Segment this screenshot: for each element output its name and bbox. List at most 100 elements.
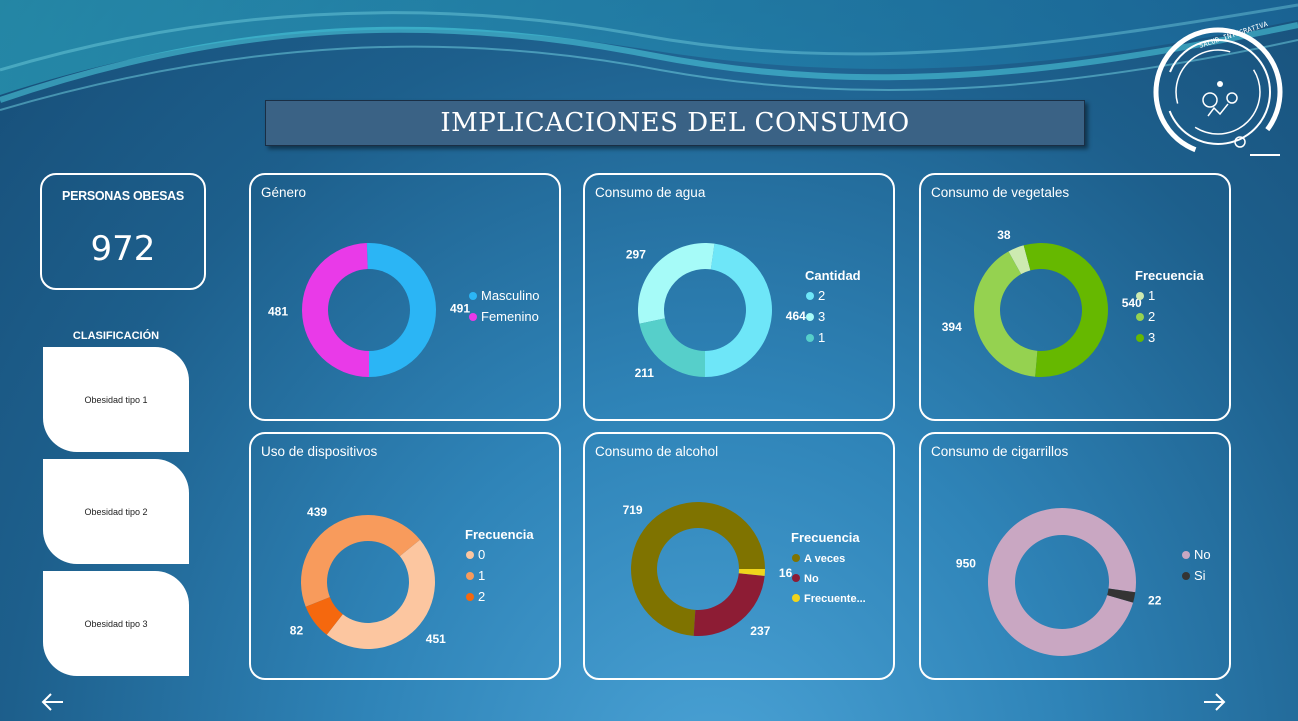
obesity-type-3-button[interactable]: Obesidad tipo 3 [43,571,189,676]
donut-slice-1[interactable] [639,318,705,377]
legend-title: Frecuencia [1135,268,1204,283]
obesity-type-1-button[interactable]: Obesidad tipo 1 [43,347,189,452]
legend-marker [1182,572,1190,580]
legend-item[interactable]: 3 [1148,330,1155,345]
donut-chart: 491 481 Masculino Femenino [268,243,540,377]
salud-integrativa-logo: SALUD INTEGRATIVA [1153,20,1283,157]
donut-slice-no[interactable] [988,508,1136,657]
chart-title: Género [261,185,307,200]
legend-item[interactable]: 1 [1148,288,1155,303]
legend-marker [792,574,800,582]
data-label: 950 [956,557,976,571]
chart-card-agua: Consumo de agua 464 297 211 Cantidad 2 3 1 [583,173,895,421]
data-label: 464 [786,309,806,323]
legend-marker [469,292,477,300]
obesity-type-2-button[interactable]: Obesidad tipo 2 [43,459,189,564]
chart-card-genero: Género 491 481 Masculino Femenino [249,173,561,421]
legend-title: Cantidad [805,268,861,283]
donut-chart: 719 237 16 Frecuencia A veces No Frecuente... [623,502,866,638]
data-label: 297 [626,248,646,262]
legend-marker [1136,292,1144,300]
donut-slice-si[interactable] [1107,588,1136,603]
donut-chart: 950 22 No Si [956,508,1211,657]
legend-marker [806,292,814,300]
data-label: 22 [1148,593,1162,607]
legend-item[interactable]: 1 [818,330,825,345]
donut-chart: 451 439 82 Frecuencia 0 1 2 [290,505,534,649]
legend-marker [792,554,800,562]
button-label: Obesidad tipo 2 [84,506,148,517]
legend-marker [466,572,474,580]
legend-marker [1136,334,1144,342]
donut-slice-no[interactable] [693,573,765,636]
donut-slice-1[interactable] [301,515,421,607]
donut-slice-masculino[interactable] [366,243,437,377]
chart-card-alcohol: Consumo de alcohol 719 237 16 Frecuencia A v… [583,432,895,680]
chart-title: Consumo de alcohol [595,444,719,459]
chart-card-dispositivos: Uso de dispositivos 451 439 82 Frecuencia 0 1… [249,432,561,680]
data-label: 38 [997,228,1011,242]
donut-slice-1[interactable] [1008,245,1031,275]
arrow-left-icon[interactable] [41,690,65,714]
donut-slice-0[interactable] [326,539,435,649]
legend-title: Frecuencia [791,530,860,545]
donut-chart: 464 297 211 Cantidad 2 3 1 [626,243,861,380]
kpi-value: 972 [90,229,156,269]
donut-slice-2[interactable] [974,251,1038,377]
data-label: 394 [942,320,962,334]
donut-slice-femenino[interactable] [302,243,369,377]
donut-slice-2[interactable] [705,243,772,377]
legend-marker [469,313,477,321]
legend-item[interactable]: Femenino [481,309,539,324]
donut-slice-2[interactable] [305,597,343,635]
data-label: 451 [426,632,446,646]
data-label: 481 [268,304,288,318]
legend-item[interactable]: No [804,573,819,585]
arrow-right-icon[interactable] [1202,690,1226,714]
page-title-banner: IMPLICACIONES DEL CONSUMO [265,100,1085,146]
legend-item[interactable]: A veces [804,553,845,565]
legend-item[interactable]: Frecuente... [804,593,866,605]
chart-title: Consumo de agua [595,185,706,200]
legend-marker [806,313,814,321]
data-label: 719 [623,503,643,517]
chart-card-vegetales: Consumo de vegetales 38 394 540 Frecuencia 1… [919,173,1231,421]
classification-heading: CLASIFICACIÓN [72,330,160,342]
button-label: Obesidad tipo 3 [84,618,148,629]
legend-item[interactable]: 2 [818,288,825,303]
data-label: 439 [307,505,327,519]
legend-item[interactable]: 2 [478,589,485,604]
data-label: 211 [635,366,655,380]
legend-marker [1136,313,1144,321]
button-label: Obesidad tipo 1 [84,394,148,405]
legend-title: Frecuencia [465,527,534,542]
data-label: 16 [779,566,793,580]
legend-item[interactable]: 2 [1148,309,1155,324]
legend-marker [466,593,474,601]
data-label: 491 [450,302,470,316]
legend-item[interactable]: 3 [818,309,825,324]
kpi-card: PERSONAS OBESAS 972 [40,173,206,290]
donut-slice-frecuente-[interactable] [738,569,765,576]
donut-slice-3[interactable] [638,243,715,324]
legend-marker [466,551,474,559]
donut-slice-a-veces[interactable] [631,502,765,636]
legend-item[interactable]: No [1194,547,1211,562]
legend-item[interactable]: 0 [478,547,485,562]
donut-chart: 38 394 540 Frecuencia 1 2 3 [942,228,1204,377]
chart-title: Uso de dispositivos [261,444,378,459]
chart-title: Consumo de cigarrillos [931,444,1069,459]
legend-item[interactable]: Si [1194,568,1206,583]
data-label: 540 [1122,296,1142,310]
legend-item[interactable]: Masculino [481,288,540,303]
kpi-label: PERSONAS OBESAS [62,189,184,203]
donut-slice-3[interactable] [1023,243,1108,377]
legend-marker [1182,551,1190,559]
data-label: 82 [290,624,304,638]
chart-card-cigarrillos: Consumo de cigarrillos 950 22 No Si [919,432,1231,680]
header-wave-decoration [0,0,1298,111]
page-title: IMPLICACIONES DEL CONSUMO [440,108,910,138]
legend-item[interactable]: 1 [478,568,485,583]
legend-marker [806,334,814,342]
data-label: 237 [750,624,770,638]
